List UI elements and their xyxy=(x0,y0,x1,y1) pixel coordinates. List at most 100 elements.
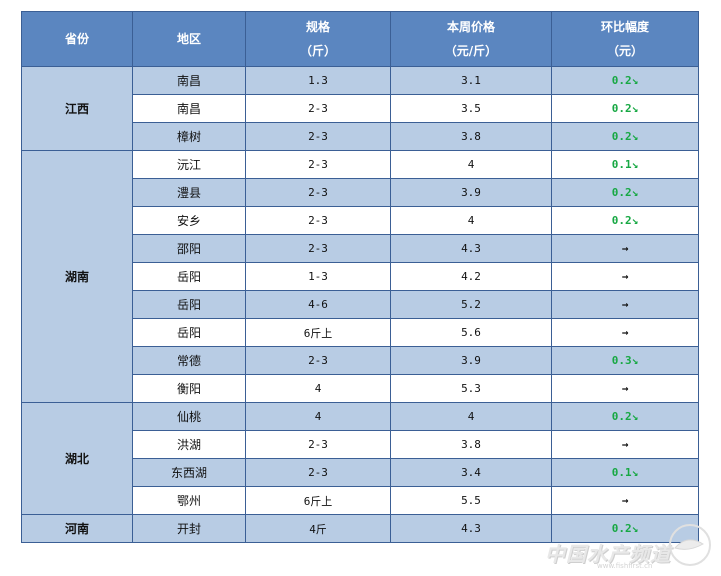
price-cell: 3.9 xyxy=(390,178,552,207)
header-change-unit: （元） xyxy=(606,44,643,58)
change-down-value: 0.2↘ xyxy=(611,102,639,115)
table-row: 安乡 2-3 4 0.2↘ xyxy=(22,206,699,235)
change-flat-arrow: → xyxy=(621,242,629,255)
spec-cell: 2-3 xyxy=(245,122,391,151)
region-cell: 岳阳 xyxy=(132,262,246,291)
spec-cell: 2-3 xyxy=(245,458,391,487)
spec-cell: 1.3 xyxy=(245,66,391,95)
change-cell: → xyxy=(551,318,699,347)
change-cell: 0.2↘ xyxy=(551,514,699,543)
header-region: 地区 xyxy=(132,11,246,67)
change-down-value: 0.2↘ xyxy=(611,214,639,227)
header-change: 环比幅度 （元） xyxy=(551,11,699,67)
province-cell: 河南 xyxy=(21,514,133,543)
table-row: 邵阳 2-3 4.3 → xyxy=(22,234,699,263)
price-cell: 3.8 xyxy=(390,430,552,459)
spec-cell: 2-3 xyxy=(245,178,391,207)
change-flat-arrow: → xyxy=(621,270,629,283)
change-down-value: 0.2↘ xyxy=(611,522,639,535)
spec-cell: 2-3 xyxy=(245,234,391,263)
table-row: 澧县 2-3 3.9 0.2↘ xyxy=(22,178,699,207)
watermark-url: www.fishfirst.cn xyxy=(597,562,653,570)
spec-cell: 4斤 xyxy=(245,514,391,543)
province-cell: 江西 xyxy=(21,66,133,151)
price-table: 省份 地区 规格 （斤） 本周价格 （元/斤） 环比幅度 （元） 江西 南昌 1.3… xyxy=(21,11,699,543)
table-row: 湖北 仙桃 4 4 0.2↘ xyxy=(21,402,699,515)
region-cell: 常德 xyxy=(132,346,246,375)
change-cell: → xyxy=(551,430,699,459)
header-price-title: 本周价格 xyxy=(446,20,495,34)
change-flat-arrow: → xyxy=(621,382,629,395)
change-flat-arrow: → xyxy=(621,494,629,507)
province-cell: 湖北 xyxy=(21,402,133,515)
change-cell: 0.2↘ xyxy=(551,206,699,235)
header-province: 省份 xyxy=(21,11,133,67)
watermark-text: 中国水产频道 xyxy=(545,542,671,566)
table-row: 岳阳 6斤上 5.6 → xyxy=(22,318,699,347)
region-cell: 衡阳 xyxy=(132,374,246,403)
price-cell: 3.8 xyxy=(390,122,552,151)
change-cell: → xyxy=(551,486,699,515)
watermark-logo: 中国水产频道 www.fishfirst.cn xyxy=(543,524,713,570)
change-cell: → xyxy=(551,262,699,291)
change-flat-arrow: → xyxy=(621,298,629,311)
spec-cell: 6斤上 xyxy=(245,318,391,347)
table-row: 樟树 2-3 3.8 0.2↘ xyxy=(22,122,699,151)
spec-cell: 4-6 xyxy=(245,290,391,319)
change-flat-arrow: → xyxy=(621,438,629,451)
table-row: 鄂州 6斤上 5.5 → xyxy=(22,486,699,515)
spec-cell: 2-3 xyxy=(245,430,391,459)
header-change-title: 环比幅度 xyxy=(600,20,649,34)
table-row: 衡阳 4 5.3 → xyxy=(22,374,699,403)
table-row: 江西 南昌 1.3 3.1 0.2↘ xyxy=(21,66,699,151)
region-cell: 南昌 xyxy=(132,94,246,123)
price-cell: 3.4 xyxy=(390,458,552,487)
spec-cell: 2-3 xyxy=(245,94,391,123)
change-down-value: 0.2↘ xyxy=(611,130,639,143)
table-row: 岳阳 4-6 5.2 → xyxy=(22,290,699,319)
header-price: 本周价格 （元/斤） xyxy=(390,11,552,67)
table-row: 洪湖 2-3 3.8 → xyxy=(22,430,699,459)
price-cell: 5.6 xyxy=(390,318,552,347)
change-down-value: 0.2↘ xyxy=(611,186,639,199)
change-down-value: 0.2↘ xyxy=(611,74,639,87)
spec-cell: 4 xyxy=(245,374,391,403)
change-cell: 0.1↘ xyxy=(551,458,699,487)
price-cell: 4.3 xyxy=(390,514,552,543)
change-cell: → xyxy=(551,374,699,403)
price-cell: 5.5 xyxy=(390,486,552,515)
region-cell: 岳阳 xyxy=(132,318,246,347)
change-cell: 0.2↘ xyxy=(551,94,699,123)
region-cell: 南昌 xyxy=(132,66,246,95)
spec-cell: 4 xyxy=(245,402,391,431)
table-row: 南昌 2-3 3.5 0.2↘ xyxy=(22,94,699,123)
change-down-value: 0.3↘ xyxy=(611,354,639,367)
header-row: 省份 地区 规格 （斤） 本周价格 （元/斤） 环比幅度 （元） xyxy=(21,11,699,67)
price-cell: 4 xyxy=(390,150,552,179)
change-down-value: 0.1↘ xyxy=(611,466,639,479)
spec-cell: 6斤上 xyxy=(245,486,391,515)
change-cell: 0.2↘ xyxy=(551,178,699,207)
region-cell: 安乡 xyxy=(132,206,246,235)
table-body: 江西 南昌 1.3 3.1 0.2↘ 南昌 2-3 3.5 0.2↘ 樟树 2-3 3.8 0.2↘ 湖南… xyxy=(21,66,699,543)
spec-cell: 2-3 xyxy=(245,206,391,235)
spec-cell: 2-3 xyxy=(245,346,391,375)
change-down-value: 0.2↘ xyxy=(611,410,639,423)
region-cell: 沅江 xyxy=(132,150,246,179)
price-cell: 4.3 xyxy=(390,234,552,263)
region-cell: 澧县 xyxy=(132,178,246,207)
region-cell: 东西湖 xyxy=(132,458,246,487)
table-row: 岳阳 1-3 4.2 → xyxy=(22,262,699,291)
header-spec-title: 规格 xyxy=(305,20,330,34)
price-cell: 4 xyxy=(390,402,552,431)
price-cell: 3.5 xyxy=(390,94,552,123)
header-price-unit: （元/斤） xyxy=(444,44,498,58)
table-row: 东西湖 2-3 3.4 0.1↘ xyxy=(22,458,699,487)
table-row: 常德 2-3 3.9 0.3↘ xyxy=(22,346,699,375)
change-cell: 0.1↘ xyxy=(551,150,699,179)
table-row: 河南 开封 4斤 4.3 0.2↘ xyxy=(21,514,699,543)
region-cell: 洪湖 xyxy=(132,430,246,459)
price-cell: 4.2 xyxy=(390,262,552,291)
region-cell: 鄂州 xyxy=(132,486,246,515)
price-cell: 5.3 xyxy=(390,374,552,403)
